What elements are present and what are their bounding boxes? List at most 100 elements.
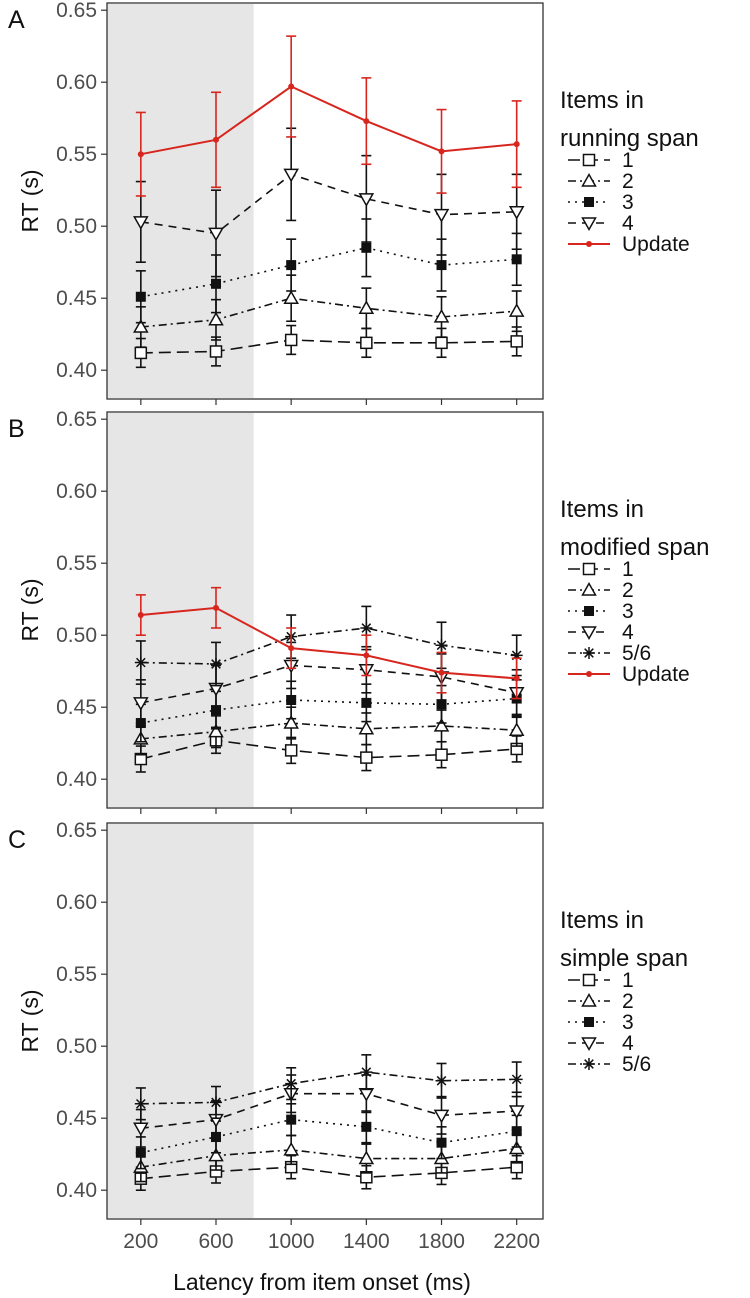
series-line	[140, 339, 517, 354]
series-4	[133, 127, 525, 278]
data-point	[436, 1137, 447, 1148]
data-point	[288, 645, 295, 652]
data-point	[361, 242, 372, 253]
y-tick-label: 0.45	[56, 1107, 97, 1130]
data-point	[133, 1122, 149, 1137]
data-point	[363, 652, 370, 659]
data-point	[508, 206, 525, 220]
series-line	[140, 85, 517, 156]
series-5-6	[134, 1054, 523, 1121]
data-point	[283, 290, 299, 304]
data-point	[358, 300, 375, 315]
data-point	[137, 151, 144, 158]
y-tick-label: 0.40	[56, 359, 97, 382]
legend-key-marker	[581, 992, 597, 1007]
data-point	[286, 260, 297, 271]
y-tick-label: 0.55	[56, 143, 97, 166]
y-tick-label: 0.50	[56, 624, 97, 647]
legend-key-marker	[583, 1058, 595, 1070]
legend-title: running span	[560, 125, 699, 152]
data-point	[436, 260, 447, 271]
x-tick-label: 1400	[343, 1230, 390, 1253]
data-point	[283, 715, 299, 729]
data-point	[133, 318, 149, 333]
x-tick-label: 1000	[268, 1230, 315, 1253]
data-point	[513, 141, 520, 148]
legend-key-marker	[582, 153, 596, 167]
series-line	[140, 173, 517, 235]
panels: A 0.40 0.45 0.50 0.55 0.60 0.65 RT (s) Items in r…	[8, 0, 709, 1253]
legend-key-marker	[586, 671, 592, 677]
y-tick-label: 0.45	[56, 696, 97, 719]
y-axis-title: RT (s)	[17, 169, 43, 232]
data-point	[433, 308, 450, 323]
data-point	[213, 136, 219, 143]
data-point	[134, 1097, 147, 1110]
data-point	[137, 612, 144, 619]
data-point	[210, 658, 222, 670]
legend-key-marker	[584, 1017, 594, 1027]
legend-label: Update	[622, 663, 690, 686]
legend-label: 5/6	[622, 1053, 651, 1076]
data-point	[438, 669, 445, 676]
legend-key-marker	[581, 1037, 597, 1052]
data-point	[211, 278, 221, 289]
legend-key-marker	[582, 973, 596, 987]
legend-label: 2	[622, 579, 634, 602]
panel-letter: B	[8, 415, 25, 443]
plot-frame	[106, 411, 544, 809]
series-line	[140, 739, 517, 760]
data-point	[360, 751, 373, 764]
legend-label: 5/6	[622, 642, 651, 665]
series-3	[135, 1103, 522, 1170]
panel-b: B 0.40 0.45 0.50 0.55 0.60 0.65 RT (s) Items in m…	[8, 408, 709, 814]
data-point	[435, 336, 448, 350]
legend-key-marker	[581, 581, 597, 596]
series-line	[140, 627, 517, 665]
data-point	[208, 311, 224, 326]
data-point	[284, 744, 298, 757]
data-point	[283, 168, 299, 183]
data-point	[438, 148, 445, 155]
y-tick-label: 0.50	[56, 1035, 97, 1058]
series-line	[140, 1166, 517, 1180]
data-point	[360, 622, 373, 634]
plot-frame	[106, 822, 544, 1220]
data-point	[288, 83, 295, 90]
data-point	[508, 722, 525, 736]
legend-title: modified span	[560, 534, 709, 561]
data-point	[210, 1096, 222, 1109]
data-point	[286, 695, 297, 705]
y-tick-label: 0.60	[56, 891, 97, 914]
legend-key-marker	[581, 626, 597, 641]
data-point	[208, 1147, 224, 1162]
series-line	[140, 246, 517, 298]
legend-key-marker	[581, 217, 597, 232]
y-tick-label: 0.40	[56, 768, 97, 791]
x-tick-label: 1800	[418, 1230, 465, 1253]
data-point	[208, 723, 224, 738]
data-point	[361, 1121, 372, 1132]
data-point	[510, 335, 523, 348]
legend-key-marker	[581, 172, 597, 187]
x-tick-label: 600	[198, 1230, 233, 1253]
x-axis-title: Latency from item onset (ms)	[173, 1269, 471, 1295]
legend-label: 1	[622, 969, 634, 992]
data-point	[433, 717, 450, 732]
data-point	[361, 697, 372, 708]
data-point	[135, 291, 146, 302]
series-update	[135, 586, 522, 700]
data-point	[286, 1114, 297, 1125]
data-point	[433, 208, 450, 223]
legend-label: 2	[622, 170, 634, 193]
legend-key-marker	[583, 647, 595, 659]
data-point	[360, 336, 373, 350]
plot-frame	[106, 2, 544, 400]
shaded-region	[107, 824, 254, 1218]
legend-label: 2	[622, 990, 634, 1013]
shaded-region	[107, 4, 254, 398]
